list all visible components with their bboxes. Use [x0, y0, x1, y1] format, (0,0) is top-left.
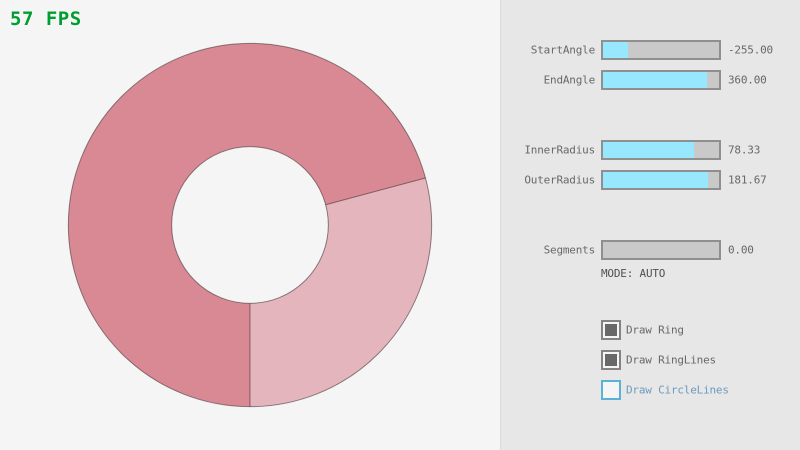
slider-segments-label: Segments [543, 243, 596, 257]
fps-counter: 57 FPS [10, 8, 82, 30]
slider-outer-radius: OuterRadius 181.67 [501, 170, 800, 190]
slider-start-angle: StartAngle -255.00 [501, 40, 800, 60]
slider-inner-radius-track[interactable] [601, 140, 721, 160]
slider-outer-radius-fill [603, 172, 709, 188]
checkbox-draw-ringlines[interactable]: Draw RingLines [601, 350, 716, 370]
checkbox-draw-ringlines-box[interactable] [601, 350, 621, 370]
slider-outer-radius-value: 181.67 [728, 173, 767, 187]
slider-end-angle-fill [603, 72, 708, 88]
slider-end-angle-track[interactable] [601, 70, 721, 90]
checkbox-draw-ring-label: Draw Ring [626, 323, 684, 337]
slider-inner-radius-label: InnerRadius [524, 143, 595, 157]
slider-start-angle-label: StartAngle [530, 43, 595, 57]
slider-end-angle-label: EndAngle [543, 73, 596, 87]
checkbox-draw-circlelines-box[interactable] [601, 380, 621, 400]
slider-outer-radius-label: OuterRadius [524, 173, 595, 187]
slider-end-angle-value: 360.00 [728, 73, 767, 87]
checkbox-draw-circlelines[interactable]: Draw CircleLines [601, 380, 729, 400]
slider-inner-radius-fill [603, 142, 694, 158]
slider-start-angle-value: -255.00 [728, 43, 773, 57]
checkbox-draw-ringlines-label: Draw RingLines [626, 353, 716, 367]
slider-segments: Segments 0.00 [501, 240, 800, 260]
slider-segments-value: 0.00 [728, 243, 754, 257]
checkmark-icon [605, 354, 617, 366]
slider-end-angle: EndAngle 360.00 [501, 70, 800, 90]
checkbox-draw-ring[interactable]: Draw Ring [601, 320, 684, 340]
segments-mode-label: MODE: AUTO [601, 267, 666, 280]
slider-start-angle-track[interactable] [601, 40, 721, 60]
controls-panel: StartAngle -255.00 EndAngle 360.00 Inner… [500, 0, 800, 450]
slider-outer-radius-track[interactable] [601, 170, 721, 190]
slider-start-angle-fill [603, 42, 629, 58]
checkbox-draw-circlelines-label: Draw CircleLines [626, 383, 729, 397]
checkbox-draw-ring-box[interactable] [601, 320, 621, 340]
slider-inner-radius: InnerRadius 78.33 [501, 140, 800, 160]
slider-segments-track[interactable] [601, 240, 721, 260]
slider-inner-radius-value: 78.33 [728, 143, 761, 157]
checkmark-icon [605, 324, 617, 336]
